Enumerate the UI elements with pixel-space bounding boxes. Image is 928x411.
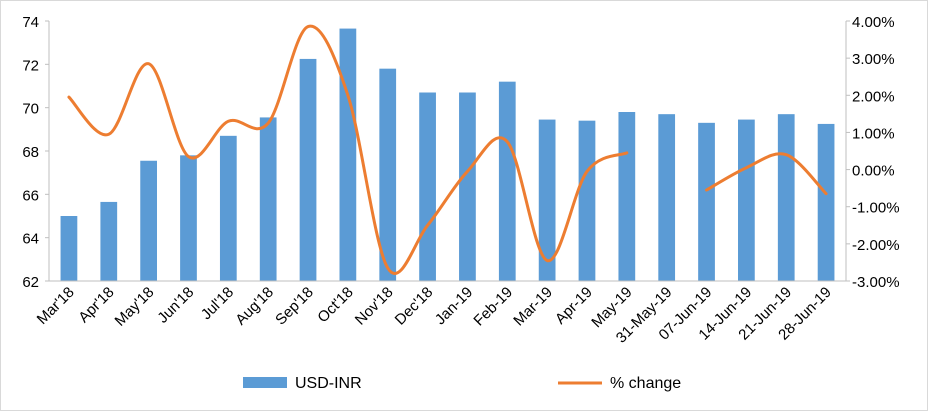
y-left-tick-label: 74: [22, 14, 39, 31]
x-tick-label: Feb-19: [470, 284, 516, 330]
bar: [618, 112, 636, 281]
bar: [538, 119, 556, 281]
y-right-tick-label: -3.00%: [852, 274, 900, 291]
bar: [817, 123, 835, 281]
y-right-tick-label: 0.00%: [852, 163, 895, 180]
series-line-percent-change: [705, 152, 828, 196]
legend-swatch-usd-inr: [243, 377, 287, 388]
bar: [180, 155, 197, 281]
bar: [100, 201, 118, 281]
y-left-tick-label: 68: [22, 144, 39, 161]
x-tick-label: Apr'18: [75, 284, 117, 326]
x-tick-label: Mar-19: [510, 284, 556, 330]
x-tick-label: Jul'18: [198, 284, 237, 323]
bar: [140, 160, 157, 281]
x-tick-label: Nov'18: [352, 284, 397, 329]
bar: [777, 114, 795, 281]
x-tick-label: Jun'18: [154, 284, 197, 327]
y-left-tick-label: 70: [22, 101, 39, 118]
legend-label-usd-inr: USD-INR: [295, 375, 362, 392]
bar: [299, 58, 317, 281]
bar: [578, 120, 596, 281]
y-right-tick-label: 3.00%: [852, 51, 895, 68]
x-tick-label: Mar'18: [34, 284, 78, 328]
x-tick-label: Oct'18: [314, 284, 356, 326]
y-right-tick-label: -2.00%: [852, 237, 900, 254]
bar: [379, 68, 397, 281]
y-right-tick-label: 1.00%: [852, 125, 895, 142]
x-tick-label: May'18: [112, 284, 158, 330]
x-tick-label: Dec'18: [392, 284, 437, 329]
bar: [339, 28, 357, 281]
bar: [60, 216, 78, 281]
bar: [698, 122, 715, 281]
y-left-tick-label: 62: [22, 274, 39, 291]
legend-label-percent-change: % change: [610, 375, 681, 392]
y-left-tick-label: 72: [22, 57, 39, 74]
y-right-tick-label: 2.00%: [852, 88, 895, 105]
y-right-tick-label: 4.00%: [852, 14, 895, 31]
plot-area: [60, 24, 835, 281]
bar: [498, 81, 516, 281]
bar: [459, 92, 476, 281]
series-line-percent-change: [67, 24, 629, 275]
y-left-tick-label: 66: [22, 187, 39, 204]
x-tick-label: Aug'18: [232, 284, 277, 329]
x-tick-label: Jan-19: [432, 284, 476, 328]
bar: [658, 114, 676, 281]
y-right-tick-label: -1.00%: [852, 200, 900, 217]
bar: [259, 117, 277, 281]
bar: [419, 92, 436, 281]
legend: USD-INR % change: [243, 375, 681, 392]
bar: [738, 119, 755, 281]
x-tick-label: Sep'18: [272, 284, 317, 329]
bar: [219, 135, 237, 281]
y-left-tick-label: 64: [22, 231, 39, 248]
